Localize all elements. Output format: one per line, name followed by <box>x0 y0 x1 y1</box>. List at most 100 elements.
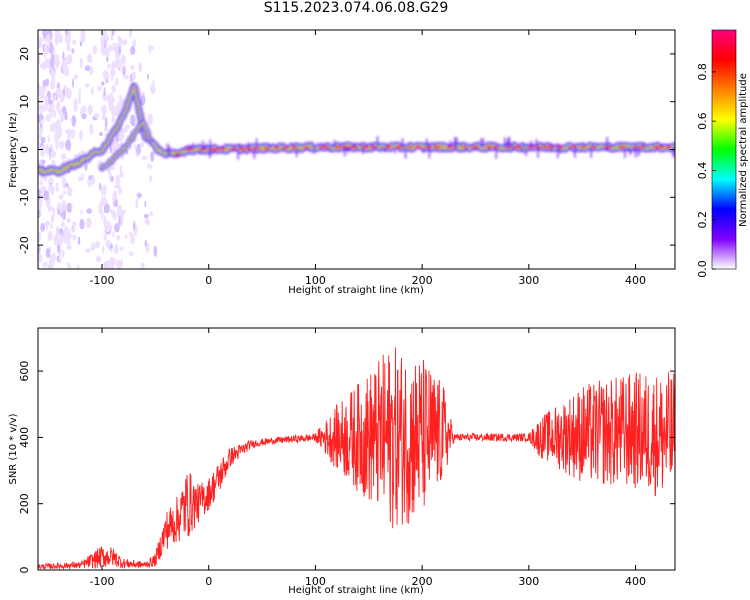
spectrogram-noise-cell <box>117 35 121 43</box>
spectrogram-noise-cell <box>80 30 86 38</box>
spectrogram-y-tick-label: 0 <box>18 146 31 153</box>
snr-y-tick-label: 400 <box>18 427 31 448</box>
spectrogram-peak <box>406 145 413 149</box>
spectrogram-noise-cell <box>120 247 124 252</box>
spectrogram-noise-cell <box>48 183 52 193</box>
spectrogram-noise-cell <box>136 192 143 198</box>
spectrogram-noise-cell <box>54 32 61 39</box>
spectrogram-noise-cell <box>102 185 107 196</box>
spectrogram-noise-cell <box>54 59 61 66</box>
spectrogram-noise-cell <box>110 69 114 81</box>
spectrogram-noise-cell <box>55 138 59 151</box>
spectrogram-ridge-band <box>101 121 150 170</box>
spectrogram-peak <box>569 145 579 149</box>
spectrogram-noise-cell <box>149 210 154 217</box>
spectrogram-noise-cell <box>40 118 44 126</box>
spectrogram-noise-cell <box>105 260 111 269</box>
spectrogram-noise-cell <box>114 222 120 233</box>
spectrogram-noise-cell <box>58 140 65 150</box>
spectrogram-peak <box>471 145 479 149</box>
spectrogram-peak <box>370 145 378 149</box>
spectrogram-noise-cell <box>140 262 145 269</box>
spectrogram-noise-cell <box>148 43 151 55</box>
spectrogram-noise-cell <box>47 33 51 41</box>
spectrogram-y-tick-label: -10 <box>18 188 31 206</box>
spectrogram-noise-cell <box>115 234 121 241</box>
spectrogram-noise-cell <box>77 236 81 246</box>
spectrogram-noise-cell <box>72 221 77 228</box>
spectrogram-noise-cell <box>42 79 47 87</box>
spectrogram-noise-cell <box>89 65 94 76</box>
spectrogram-noise-cell <box>38 104 44 112</box>
spectrogram-noise-cell <box>140 94 146 106</box>
snr-frame <box>37 327 676 571</box>
spectrogram-noise-cell <box>122 39 128 46</box>
spectrogram-noise-cell <box>47 38 50 49</box>
spectrogram-noise-cell <box>53 95 57 100</box>
spectrogram-peak <box>527 145 535 149</box>
snr-x-tick-label: 300 <box>518 575 539 588</box>
spectrogram-noise-cell <box>153 245 158 257</box>
spectrogram-noise-cell <box>62 176 66 184</box>
spectrogram-noise-cell <box>94 112 100 118</box>
snr-x-axis-title: Height of straight line (km) <box>288 585 424 596</box>
spectrogram-noise-cell <box>131 71 136 81</box>
spectrogram-noise-cell <box>53 236 60 243</box>
spectrogram-noise-cell <box>79 40 83 47</box>
spectrogram-noise-cell <box>56 244 61 254</box>
spectrogram-noise-cell <box>51 253 56 260</box>
snr-x-tick-label: 100 <box>305 575 326 588</box>
spectrogram-noise-cell <box>38 253 42 263</box>
spectrogram-noise-cell <box>135 197 139 209</box>
colorbar-label: Normalized spectral amplitude <box>738 73 749 227</box>
spectrogram-y-axis: -20 -10 0 10 20 <box>18 47 675 254</box>
spectrogram-noise-cell <box>147 113 153 125</box>
spectrogram-noise-cell <box>47 99 54 105</box>
spectrogram-noise-cell <box>118 45 122 55</box>
spectrogram-peak <box>384 145 392 149</box>
spectrogram-noise-cell <box>50 185 55 195</box>
spectrogram-x-tick-label: 0 <box>205 274 212 287</box>
spectrogram-noise-cell <box>49 206 54 212</box>
spectrogram-peak <box>318 145 324 149</box>
spectrogram-peak <box>545 145 555 149</box>
spectrogram-noise-cell <box>112 231 115 238</box>
spectrogram-noise-cell <box>62 190 66 195</box>
spectrogram-noise-cell <box>62 249 65 259</box>
spectrogram-noise-cell <box>40 159 46 165</box>
spectrogram-peak <box>451 145 457 149</box>
spectrogram-noise-cell <box>100 81 105 86</box>
spectrogram-noise-cell <box>139 91 146 97</box>
spectrogram-noise-cell <box>71 115 77 127</box>
colorbar-tick-label: 0.0 <box>696 260 709 278</box>
spectrogram-noise-cell <box>62 89 66 95</box>
spectrogram-noise-cell <box>95 255 102 263</box>
spectrogram-noise-cell <box>85 217 92 229</box>
spectrogram-noise-cell <box>81 113 87 120</box>
spectrogram-noise-cell <box>81 105 87 114</box>
spectrogram-noise-cell <box>110 248 113 253</box>
spectrogram-noise-cell <box>146 73 150 80</box>
spectrogram-noise-cell <box>58 233 62 238</box>
spectrogram-noise-cell <box>58 256 62 261</box>
spectrogram-peak <box>349 145 358 149</box>
spectrogram-noise-cell <box>124 124 131 130</box>
spectrogram-noise-cell <box>64 56 71 65</box>
snr-x-tick-label: -100 <box>90 575 115 588</box>
spectrogram-x-axis-title: Height of straight line (km) <box>288 285 424 296</box>
spectrogram-noise-cell <box>62 209 67 221</box>
spectrogram-noise-cell <box>111 30 115 36</box>
spectrogram-noise-cell <box>70 128 76 139</box>
spectrogram-noise-cell <box>84 161 88 172</box>
spectrogram-peak <box>461 145 469 149</box>
spectrogram-noise-cell <box>66 186 73 197</box>
spectrogram-noise-cell <box>110 92 113 100</box>
spectrogram-x-tick-label: -100 <box>90 274 115 287</box>
spectrogram-noise-cell <box>55 225 59 238</box>
spectrogram-noise-cell <box>119 172 124 178</box>
spectrogram-noise-cell <box>43 190 50 201</box>
spectrogram-noise-cell <box>114 184 121 189</box>
spectrogram-noise-cell <box>101 245 105 254</box>
spectrogram-noise-cell <box>65 128 72 135</box>
spectrogram-noise-cell <box>64 225 68 232</box>
